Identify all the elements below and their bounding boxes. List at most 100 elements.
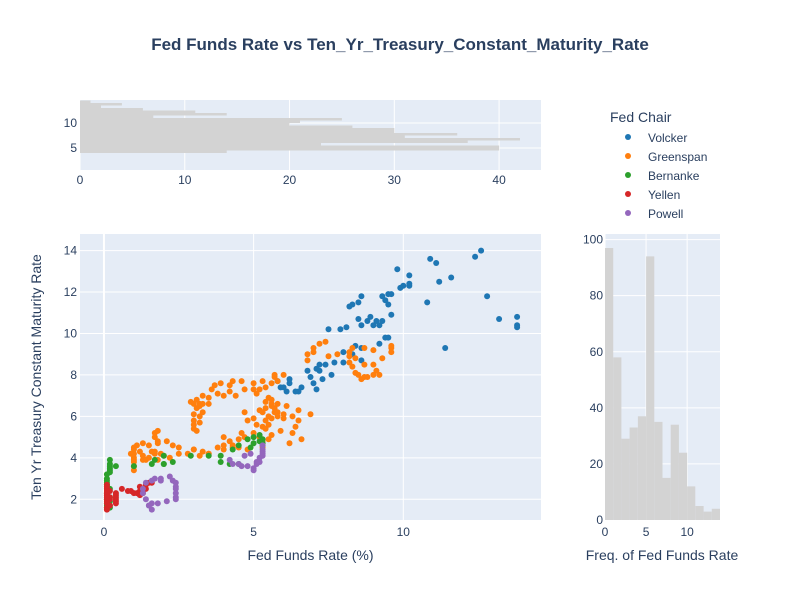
data-point[interactable]: [235, 461, 242, 467]
data-point[interactable]: [190, 417, 197, 424]
top-hist-bar[interactable]: [80, 130, 395, 134]
data-point[interactable]: [256, 386, 263, 393]
data-point[interactable]: [298, 384, 305, 391]
data-point[interactable]: [217, 459, 224, 465]
data-point[interactable]: [289, 413, 296, 420]
data-point[interactable]: [424, 299, 431, 306]
data-point[interactable]: [427, 255, 434, 262]
data-point[interactable]: [199, 392, 206, 399]
data-point[interactable]: [370, 371, 377, 378]
data-point[interactable]: [478, 247, 485, 254]
data-point[interactable]: [238, 430, 245, 436]
data-point[interactable]: [472, 253, 479, 260]
data-point[interactable]: [163, 438, 170, 445]
data-point[interactable]: [268, 380, 275, 387]
data-point[interactable]: [145, 502, 152, 509]
data-point[interactable]: [514, 313, 521, 320]
data-point[interactable]: [130, 454, 137, 461]
data-point[interactable]: [229, 378, 236, 385]
data-point[interactable]: [280, 371, 287, 378]
data-point[interactable]: [277, 427, 284, 434]
data-point[interactable]: [250, 434, 257, 441]
data-point[interactable]: [103, 494, 110, 501]
data-point[interactable]: [361, 345, 368, 351]
data-point[interactable]: [373, 318, 380, 324]
data-point[interactable]: [235, 442, 242, 449]
data-point[interactable]: [241, 386, 248, 393]
data-point[interactable]: [376, 322, 383, 329]
data-point[interactable]: [316, 361, 323, 368]
data-point[interactable]: [310, 349, 317, 356]
data-point[interactable]: [235, 436, 242, 443]
data-point[interactable]: [208, 386, 215, 393]
data-point[interactable]: [259, 442, 266, 449]
data-point[interactable]: [292, 388, 299, 395]
data-point[interactable]: [319, 376, 326, 383]
data-point[interactable]: [241, 409, 248, 416]
data-point[interactable]: [220, 446, 227, 453]
legend[interactable]: Fed Chair Volcker Greenspan Bernanke Yellen…: [610, 109, 707, 221]
data-point[interactable]: [238, 378, 245, 385]
data-point[interactable]: [190, 411, 197, 418]
data-point[interactable]: [256, 432, 263, 438]
data-point[interactable]: [196, 452, 203, 459]
data-point[interactable]: [226, 388, 233, 395]
data-point[interactable]: [268, 400, 275, 407]
right-hist-bar[interactable]: [711, 508, 720, 520]
data-point[interactable]: [262, 384, 269, 391]
data-point[interactable]: [172, 485, 179, 492]
data-point[interactable]: [388, 311, 395, 318]
data-point[interactable]: [325, 353, 332, 360]
data-point[interactable]: [271, 371, 278, 378]
data-point[interactable]: [334, 351, 341, 358]
right-hist-bar[interactable]: [662, 477, 671, 520]
data-point[interactable]: [310, 380, 317, 387]
data-point[interactable]: [136, 448, 143, 455]
top-hist-bar[interactable]: [80, 100, 91, 104]
data-point[interactable]: [361, 361, 368, 368]
data-point[interactable]: [142, 456, 149, 463]
data-point[interactable]: [277, 384, 284, 391]
top-hist-bar[interactable]: [80, 105, 101, 109]
data-point[interactable]: [199, 409, 206, 416]
data-point[interactable]: [307, 374, 314, 380]
top-hist-bar[interactable]: [80, 110, 196, 114]
top-hist-bar[interactable]: [80, 125, 353, 129]
data-point[interactable]: [247, 444, 254, 451]
data-point[interactable]: [229, 446, 236, 453]
data-point[interactable]: [196, 419, 203, 426]
top-hist-bar[interactable]: [80, 115, 154, 119]
top-hist-bar[interactable]: [80, 143, 321, 146]
data-point[interactable]: [190, 446, 197, 453]
data-point[interactable]: [358, 357, 365, 364]
data-point[interactable]: [436, 278, 443, 285]
data-point[interactable]: [316, 340, 323, 347]
data-point[interactable]: [130, 459, 137, 465]
top-hist-bar[interactable]: [80, 113, 227, 116]
data-point[interactable]: [244, 463, 251, 470]
data-point[interactable]: [265, 436, 272, 443]
data-point[interactable]: [172, 479, 179, 486]
top-hist-bar[interactable]: [80, 103, 122, 106]
data-point[interactable]: [259, 450, 266, 457]
data-point[interactable]: [250, 440, 257, 447]
data-point[interactable]: [373, 367, 380, 374]
data-point[interactable]: [106, 488, 113, 494]
right-hist-bar[interactable]: [629, 427, 638, 521]
data-point[interactable]: [268, 396, 275, 403]
data-point[interactable]: [262, 425, 269, 432]
data-point[interactable]: [160, 452, 167, 459]
data-point[interactable]: [226, 438, 233, 445]
data-point[interactable]: [271, 409, 278, 416]
data-point[interactable]: [154, 427, 161, 434]
data-point[interactable]: [364, 374, 371, 380]
data-point[interactable]: [385, 291, 392, 298]
data-point[interactable]: [130, 463, 137, 470]
data-point[interactable]: [394, 266, 401, 273]
data-point[interactable]: [388, 349, 395, 356]
data-point[interactable]: [304, 357, 311, 364]
data-point[interactable]: [283, 403, 290, 409]
data-point[interactable]: [286, 380, 293, 387]
data-point[interactable]: [211, 382, 218, 389]
data-point[interactable]: [370, 347, 377, 354]
